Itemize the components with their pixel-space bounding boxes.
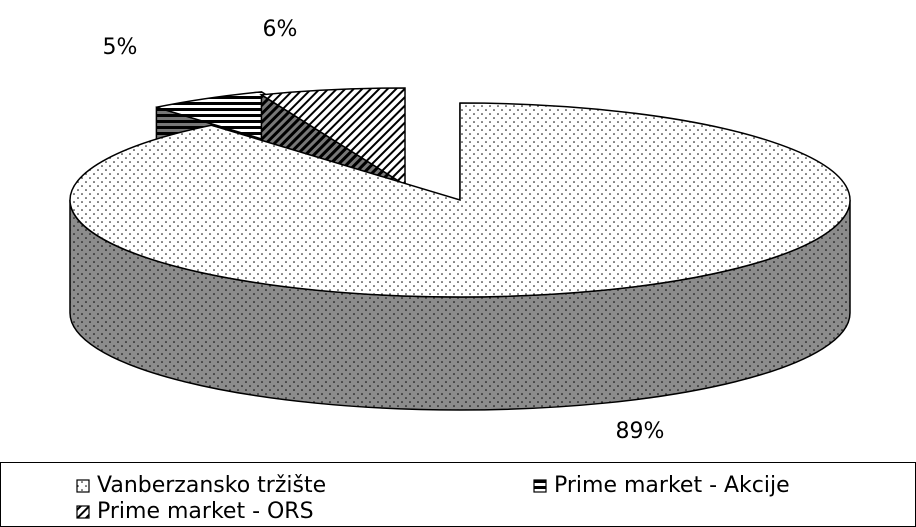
- legend-swatch: [76, 479, 90, 493]
- legend-label: Prime market - ORS: [97, 499, 314, 524]
- legend-swatch: [533, 479, 547, 493]
- legend-swatch: [76, 505, 90, 519]
- data-label: 5%: [103, 35, 138, 60]
- legend-label: Vanberzansko tržište: [97, 473, 326, 498]
- slice-top: [69, 102, 851, 298]
- data-label: 6%: [263, 17, 298, 42]
- plot-area: 89% 5% 6%: [69, 17, 851, 444]
- pie-slice: [69, 102, 851, 411]
- legend: Vanberzansko tržište Prime market - Akcij…: [76, 473, 790, 524]
- data-label: 89%: [616, 419, 665, 444]
- legend-label: Prime market - Akcije: [554, 473, 790, 498]
- legend-box: [0, 462, 916, 527]
- slice-top: [259, 87, 406, 187]
